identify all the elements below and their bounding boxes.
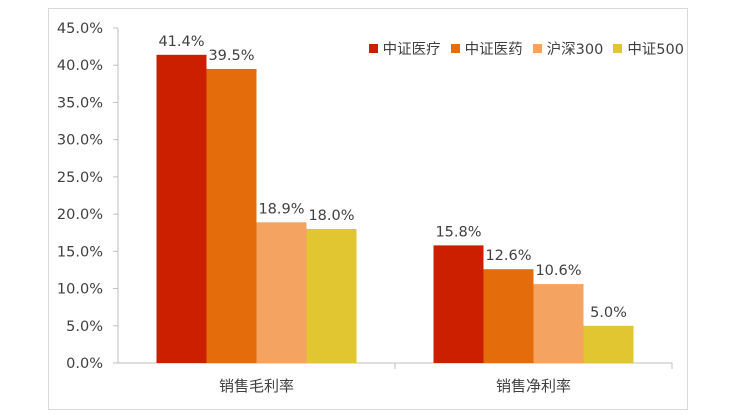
bar bbox=[483, 269, 534, 363]
legend-label-series-1: 中证医疗 bbox=[382, 42, 441, 58]
legend-swatch-series-4 bbox=[613, 44, 623, 53]
legend: 中证医疗 中证医药 沪深300 中证500 bbox=[368, 38, 684, 59]
x-category-label: 销售毛利率 bbox=[219, 377, 294, 395]
x-category-label: 销售净利率 bbox=[496, 377, 571, 395]
y-tick-label: 30.0% bbox=[57, 133, 103, 149]
bar-value-label: 5.0% bbox=[590, 305, 627, 321]
y-tick-label: 25.0% bbox=[57, 170, 103, 186]
chart-frame bbox=[48, 8, 688, 410]
bar-value-label: 41.4% bbox=[158, 34, 204, 50]
bar bbox=[583, 325, 634, 363]
legend-swatch-series-1 bbox=[368, 44, 378, 53]
legend-label-series-3: 沪深300 bbox=[546, 42, 604, 58]
legend-swatch-series-3 bbox=[532, 44, 542, 53]
legend-item-series-1: 中证医疗 bbox=[368, 38, 441, 59]
legend-item-series-2: 中证医药 bbox=[450, 38, 523, 59]
y-tick-label: 5.0% bbox=[66, 319, 103, 335]
y-tick-label: 15.0% bbox=[57, 244, 103, 260]
legend-item-series-4: 中证500 bbox=[613, 38, 684, 59]
y-tick-label: 0.0% bbox=[66, 356, 103, 372]
y-tick-label: 35.0% bbox=[57, 95, 103, 111]
legend-item-series-3: 沪深300 bbox=[532, 38, 604, 59]
y-tick-label: 40.0% bbox=[57, 58, 103, 74]
bar-value-label: 18.0% bbox=[308, 208, 354, 224]
y-tick-label: 45.0% bbox=[57, 21, 103, 37]
legend-swatch-series-2 bbox=[450, 44, 460, 53]
bar bbox=[306, 229, 357, 363]
bar bbox=[156, 54, 207, 364]
legend-label-series-4: 中证500 bbox=[627, 42, 684, 58]
bar bbox=[533, 284, 584, 363]
bar-value-label: 15.8% bbox=[435, 224, 481, 240]
bar-value-label: 10.6% bbox=[535, 263, 581, 279]
bar bbox=[256, 222, 307, 363]
bar bbox=[206, 68, 257, 363]
bar-value-label: 18.9% bbox=[258, 201, 304, 217]
bar bbox=[433, 245, 484, 363]
bar-value-label: 39.5% bbox=[208, 48, 254, 64]
bar-value-label: 12.6% bbox=[485, 248, 531, 264]
y-tick-label: 20.0% bbox=[57, 207, 103, 223]
y-tick-label: 10.0% bbox=[57, 282, 103, 298]
legend-label-series-2: 中证医药 bbox=[464, 42, 523, 58]
